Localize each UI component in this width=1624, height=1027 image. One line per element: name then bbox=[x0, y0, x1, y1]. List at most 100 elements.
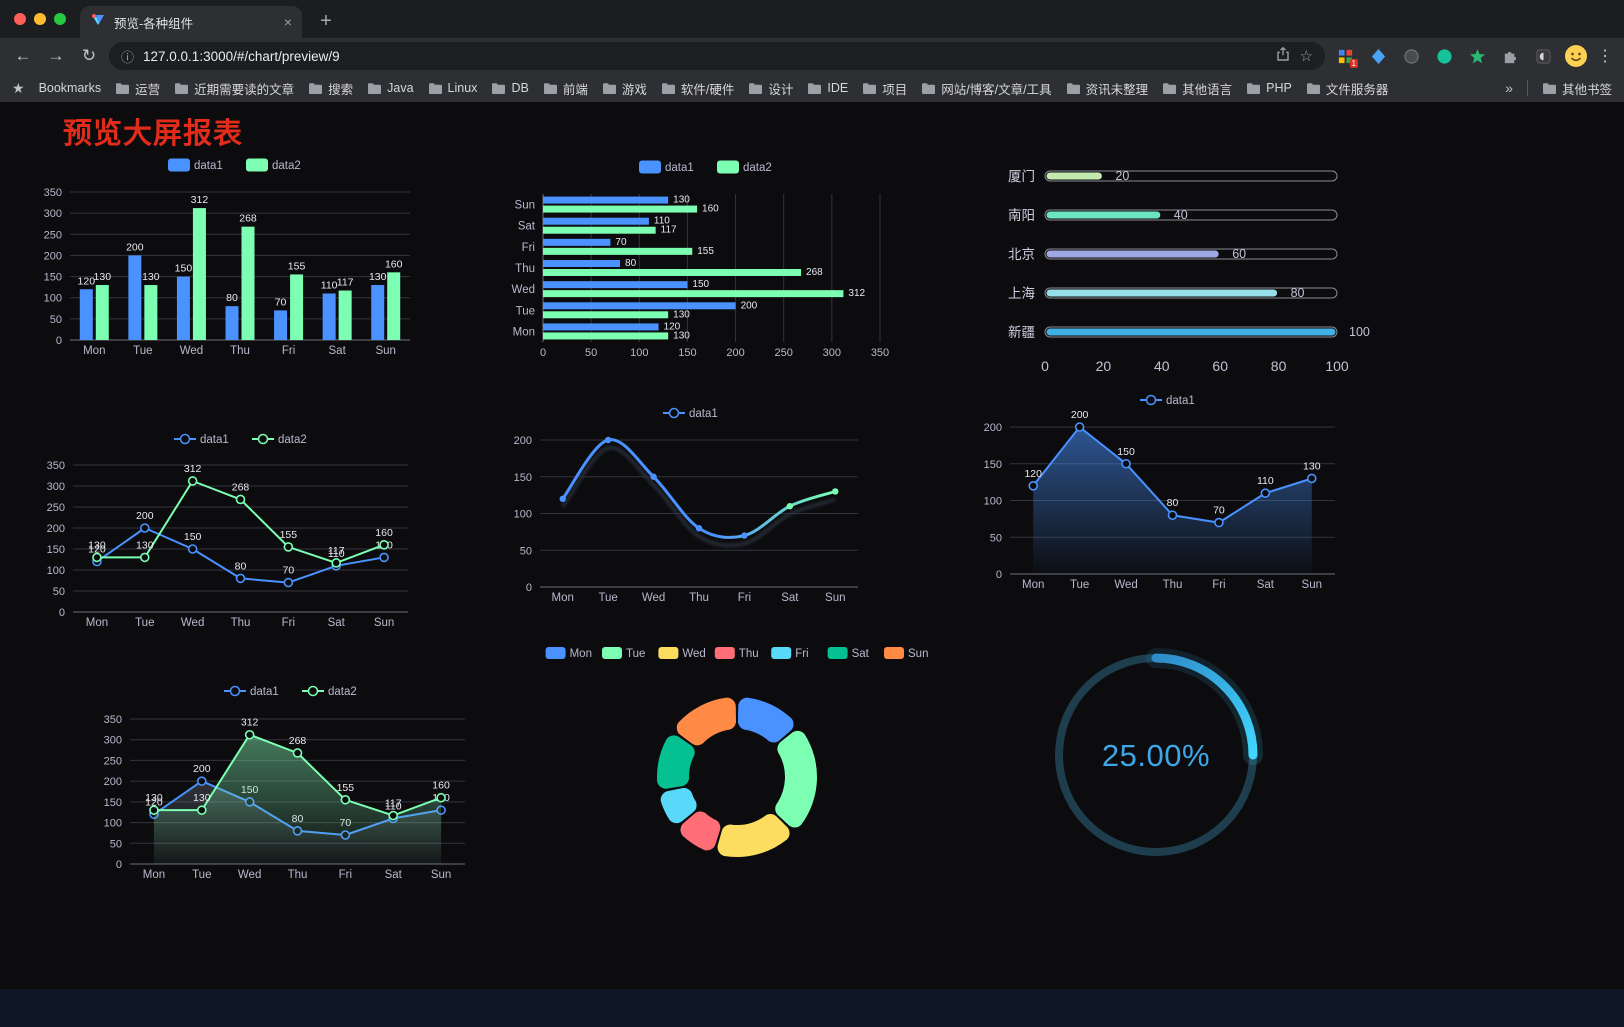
svg-text:Mon: Mon bbox=[513, 326, 535, 338]
legend[interactable]: data1 data2 bbox=[639, 160, 772, 175]
svg-text:200: 200 bbox=[514, 435, 532, 447]
area-line-chart[interactable]: 0 50 100 150 200 Mon Tue Wed Thu Fri Sat Sun 120 200 1… bbox=[975, 387, 1365, 622]
bookmarks-star-icon[interactable]: ★ bbox=[12, 79, 25, 96]
share-icon[interactable] bbox=[1275, 46, 1291, 67]
tab-close-icon[interactable]: × bbox=[283, 14, 292, 30]
svg-text:Tue: Tue bbox=[516, 305, 535, 317]
svg-text:110: 110 bbox=[321, 279, 338, 291]
grid: 0 50 100 150 200 250 300 350 bbox=[47, 460, 408, 619]
address-bar[interactable]: ⓘ 127.0.0.1:3000/#/chart/preview/9 ☆ bbox=[109, 42, 1325, 70]
svg-text:350: 350 bbox=[44, 187, 62, 199]
bookmark-label: 游戏 bbox=[621, 82, 647, 97]
close-window-button[interactable] bbox=[14, 13, 26, 25]
browser-tab[interactable]: 预览-各种组件 × bbox=[80, 6, 302, 38]
slice-Sat bbox=[656, 735, 695, 789]
bookmark-folder[interactable]: Linux bbox=[428, 81, 477, 95]
window-controls bbox=[14, 13, 66, 25]
two-line-area-svg: 0 50 100 150 200 250 300 350 Mon Tue Wed Thu Fri Sat S… bbox=[104, 685, 465, 881]
grid: 0 50 100 150 200 bbox=[514, 435, 858, 594]
bookmark-folder[interactable]: Java bbox=[367, 81, 414, 95]
bookmark-folder[interactable]: 设计 bbox=[748, 79, 793, 98]
svg-text:150: 150 bbox=[104, 797, 122, 809]
extension-kite-icon[interactable] bbox=[1365, 43, 1391, 69]
svg-text:130: 130 bbox=[673, 309, 690, 320]
forward-button[interactable]: → bbox=[47, 46, 65, 65]
legend[interactable]: data1 bbox=[1140, 394, 1195, 407]
svg-text:312: 312 bbox=[191, 194, 209, 206]
svg-text:50: 50 bbox=[53, 586, 65, 598]
svg-text:data1: data1 bbox=[200, 434, 229, 446]
gradient-line-chart[interactable]: 0 50 100 150 200 Mon Tue Wed Thu Fri Sat Sun data1 bbox=[505, 397, 885, 632]
bookmark-folder[interactable]: 项目 bbox=[862, 79, 907, 98]
bookmark-folder[interactable]: 前端 bbox=[543, 79, 588, 98]
legend[interactable]: data1 data2 bbox=[174, 433, 307, 446]
svg-text:Sun: Sun bbox=[375, 345, 395, 357]
percent-gauge-chart[interactable]: 25.00% bbox=[1030, 630, 1290, 880]
extension-green-circle-icon[interactable] bbox=[1431, 43, 1457, 69]
svg-text:Mon: Mon bbox=[570, 648, 592, 660]
legend[interactable]: data1 bbox=[663, 407, 718, 420]
bookmark-folder[interactable]: 其他语言 bbox=[1162, 79, 1232, 98]
progress-fill bbox=[1046, 328, 1336, 336]
other-bookmarks-folder[interactable]: 其他书签 bbox=[1542, 79, 1612, 98]
bookmark-folder[interactable]: 游戏 bbox=[602, 79, 647, 98]
legend[interactable]: data1 data2 bbox=[168, 158, 301, 173]
svg-text:60: 60 bbox=[1232, 247, 1246, 261]
url-text[interactable]: 127.0.0.1:3000/#/chart/preview/9 bbox=[143, 48, 340, 64]
extension-grid-icon[interactable]: 1 bbox=[1332, 43, 1358, 69]
legend[interactable]: data1 data2 bbox=[224, 685, 357, 698]
new-tab-button[interactable]: + bbox=[320, 10, 332, 32]
progress-rank-chart[interactable]: 厦门 20 南阳 40 北京 60 上海 80 新疆 100 0 20 40 60 80 100 bbox=[985, 152, 1377, 387]
bookmarks-overflow-chevron[interactable]: » bbox=[1505, 80, 1513, 96]
grouped-bar-chart[interactable]: 0 50 100 150 200 250 300 350 Mon Tue Wed Thu Fri Sat S… bbox=[40, 144, 470, 399]
extension-green-star-icon[interactable] bbox=[1464, 43, 1490, 69]
bookmarks-label[interactable]: Bookmarks bbox=[38, 81, 102, 95]
folder-icon bbox=[428, 82, 442, 94]
bookmark-folder[interactable]: PHP bbox=[1246, 81, 1292, 95]
extension-dark-square-icon[interactable] bbox=[1530, 43, 1556, 69]
bookmark-label: 设计 bbox=[768, 82, 794, 97]
bookmark-folder[interactable]: 运营 bbox=[115, 79, 160, 98]
bookmark-folder[interactable]: 软件/硬件 bbox=[661, 79, 734, 98]
site-info-icon[interactable]: ⓘ bbox=[121, 49, 135, 65]
bookmark-folder[interactable]: 近期需要读的文章 bbox=[174, 79, 294, 98]
progress-track bbox=[1044, 170, 1338, 182]
svg-text:110: 110 bbox=[328, 548, 345, 560]
bookmark-folder[interactable]: 文件服务器 bbox=[1306, 79, 1388, 98]
extensions-puzzle-icon[interactable] bbox=[1497, 43, 1523, 69]
svg-text:130: 130 bbox=[145, 792, 163, 804]
weekday-donut-chart[interactable]: Mon Tue Wed Thu Fri Sat Sun bbox=[540, 637, 940, 967]
bookmark-label: DB bbox=[511, 81, 529, 95]
svg-text:100: 100 bbox=[1349, 325, 1370, 339]
svg-text:Fri: Fri bbox=[339, 869, 352, 881]
horizontal-bar-chart[interactable]: 0 50 100 150 200 250 300 350 Sun Sat Fri Thu Wed Tue M… bbox=[505, 147, 905, 402]
back-button[interactable]: ← bbox=[14, 46, 32, 65]
svg-text:268: 268 bbox=[806, 267, 823, 278]
profile-avatar[interactable] bbox=[1563, 43, 1589, 69]
two-line-chart[interactable]: 0 50 100 150 200 250 300 350 Mon Tue Wed Thu Fri Sat S… bbox=[45, 422, 445, 657]
browser-menu-icon[interactable]: ⋮ bbox=[1597, 48, 1613, 65]
folder-icon bbox=[749, 82, 763, 94]
legend[interactable]: Mon Tue Wed Thu Fri Sat Sun bbox=[545, 647, 929, 660]
bookmark-folder[interactable]: 网站/博客/文章/工具 bbox=[921, 79, 1052, 98]
bookmark-folder[interactable]: IDE bbox=[807, 81, 848, 95]
bookmark-folder[interactable]: 搜索 bbox=[308, 79, 353, 98]
svg-text:160: 160 bbox=[702, 204, 719, 215]
minimize-window-button[interactable] bbox=[34, 13, 46, 25]
extension-dark-circle-icon[interactable] bbox=[1398, 43, 1424, 69]
svg-text:25.00%: 25.00% bbox=[1102, 738, 1210, 773]
bookmark-star-icon[interactable]: ☆ bbox=[1299, 48, 1313, 65]
svg-text:120: 120 bbox=[664, 321, 681, 332]
svg-text:160: 160 bbox=[385, 258, 403, 270]
reload-button[interactable]: ↻ bbox=[81, 46, 97, 65]
bookmark-folder[interactable]: 资讯未整理 bbox=[1066, 79, 1148, 98]
zoom-window-button[interactable] bbox=[54, 13, 66, 25]
svg-text:70: 70 bbox=[1213, 505, 1225, 517]
bookmark-folder[interactable]: DB bbox=[491, 81, 529, 95]
svg-text:Fri: Fri bbox=[522, 242, 535, 254]
svg-text:130: 130 bbox=[1303, 460, 1321, 472]
two-line-area-chart[interactable]: 0 50 100 150 200 250 300 350 Mon Tue Wed Thu Fri Sat S… bbox=[100, 677, 490, 917]
svg-text:Mon: Mon bbox=[552, 592, 574, 604]
